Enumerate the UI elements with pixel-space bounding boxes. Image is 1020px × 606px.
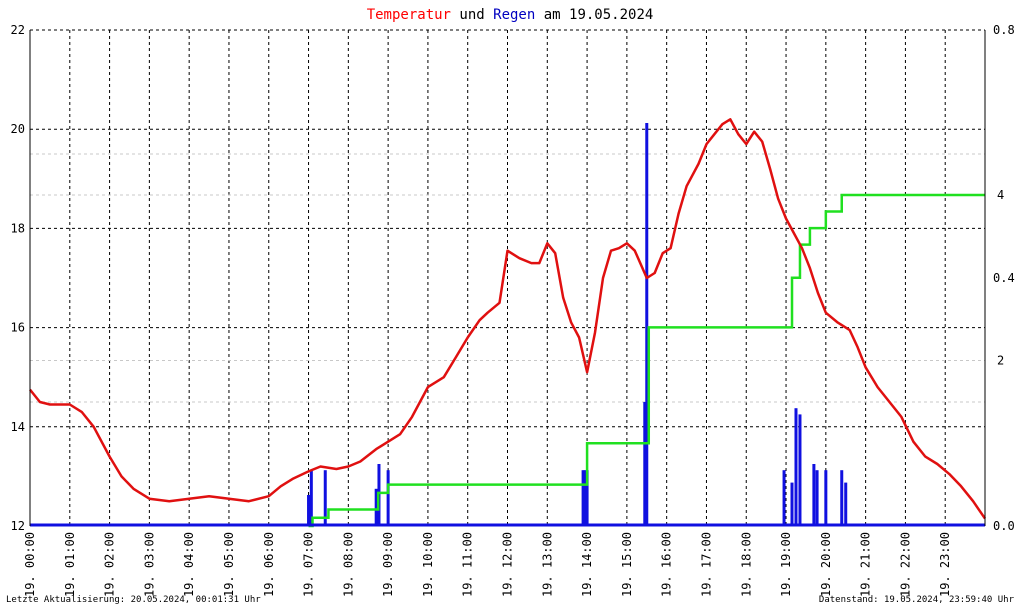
x-tick-label: 19. 17:00 <box>699 532 713 597</box>
title-date: am 19.05.2024 <box>535 7 653 23</box>
left-tick-label: 22 <box>11 23 25 37</box>
rain-sum-line <box>308 193 985 528</box>
x-tick-label: 19. 13:00 <box>540 532 554 597</box>
rain-bar <box>790 482 794 526</box>
x-tick-label: 19. 03:00 <box>142 532 156 597</box>
x-tick-label: 19. 22:00 <box>898 532 912 597</box>
sum-tick-label: 2 <box>997 354 1004 368</box>
rain-bar <box>815 470 819 526</box>
left-tick-label: 14 <box>11 420 25 434</box>
axes <box>29 29 986 526</box>
x-tick-label: 19. 06:00 <box>262 532 276 597</box>
rain-bar <box>309 470 313 526</box>
grid <box>30 30 985 526</box>
x-tick-label: 19. 04:00 <box>182 532 196 597</box>
x-tick-label: 19. 15:00 <box>620 532 634 597</box>
left-tick-label: 20 <box>11 122 25 136</box>
rain-bar <box>307 495 311 526</box>
x-tick-label: 19. 19:00 <box>779 532 793 597</box>
footer-last-update: Letzte Aktualisierung: 20.05.2024, 00:01… <box>6 595 261 605</box>
right-tick-label: 0.8 <box>993 23 1015 37</box>
sum-tick-label: 4 <box>997 188 1004 202</box>
title-and: und <box>451 7 493 23</box>
chart-title: Temperatur und Regen am 19.05.2024 <box>367 7 654 23</box>
x-tick-label: 19. 21:00 <box>859 532 873 597</box>
x-tick-label: 19. 09:00 <box>381 532 395 597</box>
tick-labels: 12 14 16 18 20 22 0.0 0.4 0.8 2 4 19. 00:00 19. 01:0… <box>11 23 1015 597</box>
x-tick-label: 19. 05:00 <box>222 532 236 597</box>
rain-bar <box>374 488 378 526</box>
rain-bar <box>794 408 798 526</box>
temperature-line <box>29 118 987 520</box>
x-tick-label: 19. 10:00 <box>421 532 435 597</box>
footer-data-status: Datenstand: 19.05.2024, 23:59:40 Uhr <box>819 595 1015 605</box>
rain-bar <box>782 470 786 526</box>
x-tick-label: 19. 08:00 <box>341 532 355 597</box>
right-tick-label: 0.0 <box>993 519 1015 533</box>
rain-bar <box>798 414 802 526</box>
x-tick-label: 19. 01:00 <box>63 532 77 597</box>
x-tick-label: 19. 12:00 <box>501 532 515 597</box>
title-rain: Regen <box>493 7 535 23</box>
left-tick-label: 12 <box>11 519 25 533</box>
rain-bar <box>824 470 828 526</box>
rain-bars <box>307 123 848 526</box>
rain-bar <box>386 470 390 526</box>
title-temperature: Temperatur <box>367 7 451 23</box>
x-tick-label: 19. 14:00 <box>580 532 594 597</box>
rain-bar <box>844 482 848 526</box>
x-tick-label: 19. 00:00 <box>23 532 37 597</box>
rain-bar <box>585 470 589 526</box>
rain-bar <box>645 123 649 526</box>
rain-bar <box>583 470 587 526</box>
x-tick-label: 19. 11:00 <box>461 532 475 597</box>
series-lines <box>29 118 987 528</box>
right-tick-label: 0.4 <box>993 271 1015 285</box>
x-tick-label: 19. 23:00 <box>938 532 952 597</box>
x-tick-label: 19. 07:00 <box>302 532 316 597</box>
rain-bar <box>643 402 647 526</box>
rain-bar <box>323 470 327 526</box>
left-tick-label: 18 <box>11 221 25 235</box>
left-tick-label: 16 <box>11 321 25 335</box>
x-tick-label: 19. 02:00 <box>103 532 117 597</box>
x-tick-label: 19. 16:00 <box>660 532 674 597</box>
rain-bar <box>840 470 844 526</box>
rain-bar <box>812 464 816 526</box>
x-tick-label: 19. 20:00 <box>819 532 833 597</box>
x-tick-label: 19. 18:00 <box>739 532 753 597</box>
rain-bar <box>581 470 585 526</box>
